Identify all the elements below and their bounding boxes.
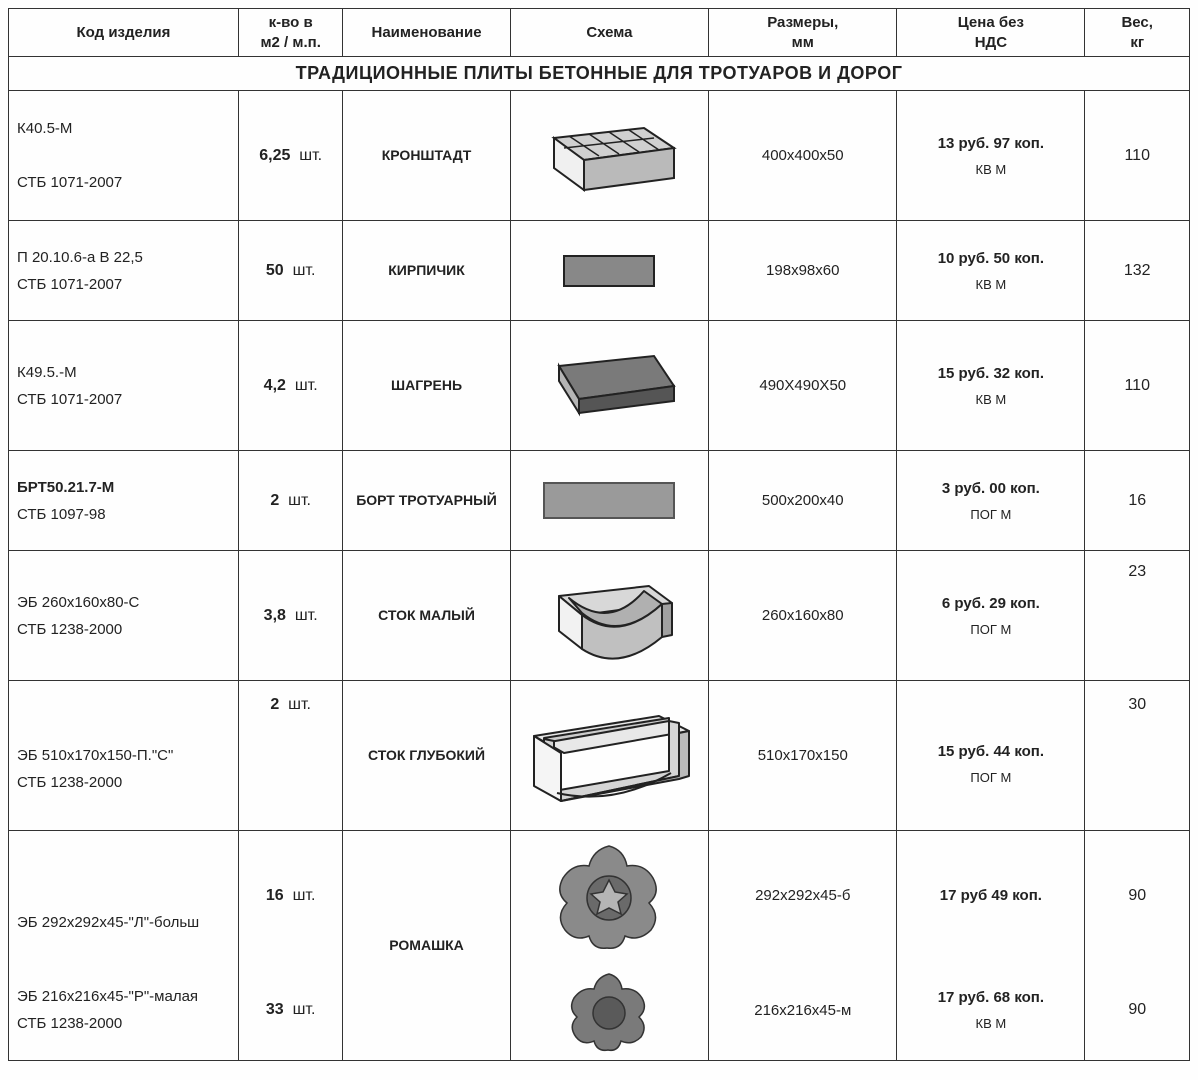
price-cell: 3 руб. 00 коп. ПОГ М bbox=[897, 451, 1085, 551]
name-cell: КРОНШТАДТ bbox=[343, 91, 510, 221]
name-cell: БОРТ ТРОТУАРНЫЙ bbox=[343, 451, 510, 551]
qty-cell: 33 шт. bbox=[238, 961, 343, 1061]
product-table: Код изделия к-во вм2 / м.п. Наименование… bbox=[8, 8, 1190, 1061]
header-name: Наименование bbox=[343, 9, 510, 57]
qty-cell: 2 шт. bbox=[238, 681, 343, 831]
price-cell: 17 руб 49 коп. bbox=[897, 831, 1085, 961]
code-cell: К40.5-МСТБ 1071-2007 bbox=[9, 91, 239, 221]
table-row: ЭБ 260х160х80-ССТБ 1238-2000 3,8 шт. СТО… bbox=[9, 551, 1190, 681]
qty-cell: 3,8 шт. bbox=[238, 551, 343, 681]
scheme-cell bbox=[510, 451, 709, 551]
dim-cell: 500х200х40 bbox=[709, 451, 897, 551]
table-row: К40.5-МСТБ 1071-2007 6,25 шт. КРОНШТАДТ bbox=[9, 91, 1190, 221]
header-code: Код изделия bbox=[9, 9, 239, 57]
code-cell: П 20.10.6-а В 22,5СТБ 1071-2007 bbox=[9, 221, 239, 321]
romashka-big-icon bbox=[549, 838, 669, 953]
scheme-cell bbox=[510, 91, 709, 221]
gutter-small-icon bbox=[534, 571, 684, 661]
scheme-cell bbox=[510, 221, 709, 321]
qty-cell: 16 шт. bbox=[238, 831, 343, 961]
romashka-small-icon bbox=[564, 968, 654, 1053]
header-scheme: Схема bbox=[510, 9, 709, 57]
table-row: К49.5.-МСТБ 1071-2007 4,2 шт. ШАГРЕНЬ 49… bbox=[9, 321, 1190, 451]
section-title: ТРАДИЦИОННЫЕ ПЛИТЫ БЕТОННЫЕ ДЛЯ ТРОТУАРО… bbox=[9, 57, 1190, 91]
dim-cell: 216х216х45-м bbox=[709, 961, 897, 1061]
header-qty: к-во вм2 / м.п. bbox=[238, 9, 343, 57]
weight-cell: 90 bbox=[1085, 961, 1190, 1061]
dim-cell: 400х400х50 bbox=[709, 91, 897, 221]
header-dim: Размеры,мм bbox=[709, 9, 897, 57]
code-cell: БРТ50.21.7-МСТБ 1097-98 bbox=[9, 451, 239, 551]
scheme-cell bbox=[510, 321, 709, 451]
dim-cell: 292х292х45-б bbox=[709, 831, 897, 961]
qty-cell: 4,2 шт. bbox=[238, 321, 343, 451]
dim-cell: 198х98х60 bbox=[709, 221, 897, 321]
table-row: П 20.10.6-а В 22,5СТБ 1071-2007 50 шт. К… bbox=[9, 221, 1190, 321]
price-cell: 13 руб. 97 коп. КВ М bbox=[897, 91, 1085, 221]
gutter-deep-icon bbox=[519, 701, 699, 811]
small-rect-icon bbox=[554, 246, 664, 296]
scheme-cell bbox=[510, 831, 709, 961]
scheme-cell bbox=[510, 551, 709, 681]
qty-cell: 50 шт. bbox=[238, 221, 343, 321]
weight-cell: 90 bbox=[1085, 831, 1190, 961]
qty-cell: 6,25 шт. bbox=[238, 91, 343, 221]
price-cell: 15 руб. 32 коп. КВ М bbox=[897, 321, 1085, 451]
name-cell: РОМАШКА bbox=[343, 831, 510, 1061]
name-cell: СТОК ГЛУБОКИЙ bbox=[343, 681, 510, 831]
section-header-row: ТРАДИЦИОННЫЕ ПЛИТЫ БЕТОННЫЕ ДЛЯ ТРОТУАРО… bbox=[9, 57, 1190, 91]
header-weight: Вес,кг bbox=[1085, 9, 1190, 57]
table-row: ЭБ 292х292х45-"Л"-больш 16 шт. РОМАШКА 2… bbox=[9, 831, 1190, 961]
weight-cell: 110 bbox=[1085, 321, 1190, 451]
brick-block-icon bbox=[534, 108, 684, 203]
dim-cell: 260х160х80 bbox=[709, 551, 897, 681]
price-cell: 15 руб. 44 коп. ПОГ М bbox=[897, 681, 1085, 831]
name-cell: ШАГРЕНЬ bbox=[343, 321, 510, 451]
table-row: ЭБ 510х170х150-П."С"СТБ 1238-2000 2 шт. … bbox=[9, 681, 1190, 831]
table-row: ЭБ 216х216х45-"Р"-малаяСТБ 1238-2000 33 … bbox=[9, 961, 1190, 1061]
name-cell: СТОК МАЛЫЙ bbox=[343, 551, 510, 681]
scheme-cell bbox=[510, 681, 709, 831]
code-cell: ЭБ 292х292х45-"Л"-больш bbox=[9, 831, 239, 961]
qty-cell: 2 шт. bbox=[238, 451, 343, 551]
price-cell: 6 руб. 29 коп. ПОГ М bbox=[897, 551, 1085, 681]
long-bar-icon bbox=[534, 473, 684, 528]
weight-cell: 23 bbox=[1085, 551, 1190, 681]
name-cell: КИРПИЧИК bbox=[343, 221, 510, 321]
code-cell: ЭБ 260х160х80-ССТБ 1238-2000 bbox=[9, 551, 239, 681]
header-row: Код изделия к-во вм2 / м.п. Наименование… bbox=[9, 9, 1190, 57]
flat-tile-icon bbox=[534, 341, 684, 431]
weight-cell: 16 bbox=[1085, 451, 1190, 551]
code-cell: ЭБ 216х216х45-"Р"-малаяСТБ 1238-2000 bbox=[9, 961, 239, 1061]
code-cell: К49.5.-МСТБ 1071-2007 bbox=[9, 321, 239, 451]
weight-cell: 30 bbox=[1085, 681, 1190, 831]
scheme-cell bbox=[510, 961, 709, 1061]
weight-cell: 132 bbox=[1085, 221, 1190, 321]
price-cell: 10 руб. 50 коп. КВ М bbox=[897, 221, 1085, 321]
dim-cell: 510х170х150 bbox=[709, 681, 897, 831]
table-row: БРТ50.21.7-МСТБ 1097-98 2 шт. БОРТ ТРОТУ… bbox=[9, 451, 1190, 551]
weight-cell: 110 bbox=[1085, 91, 1190, 221]
code-cell: ЭБ 510х170х150-П."С"СТБ 1238-2000 bbox=[9, 681, 239, 831]
header-price: Цена безНДС bbox=[897, 9, 1085, 57]
dim-cell: 490Х490Х50 bbox=[709, 321, 897, 451]
price-cell: 17 руб. 68 коп. КВ М bbox=[897, 961, 1085, 1061]
